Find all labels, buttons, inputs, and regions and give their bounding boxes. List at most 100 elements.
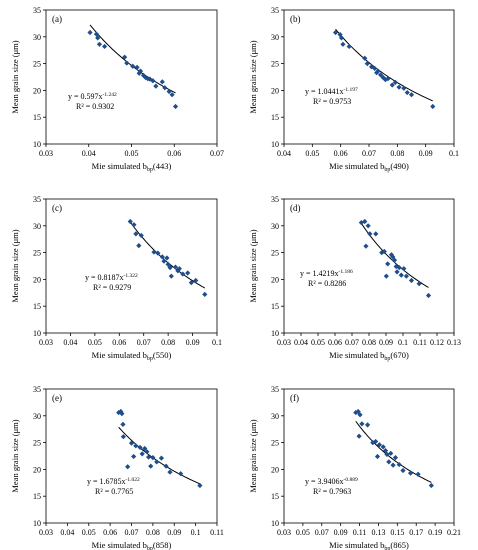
data-point bbox=[382, 77, 389, 83]
r-squared-label: R² = 0.9302 bbox=[76, 102, 114, 111]
data-point bbox=[120, 421, 126, 427]
y-tick-label: 10 bbox=[33, 329, 41, 338]
data-point bbox=[144, 449, 150, 455]
panel-tag: (e) bbox=[52, 393, 62, 403]
plot-area bbox=[283, 198, 455, 334]
data-point bbox=[357, 412, 363, 418]
data-point bbox=[169, 92, 175, 98]
data-point bbox=[172, 264, 179, 270]
y-tick-label: 10 bbox=[33, 519, 41, 528]
data-point bbox=[364, 61, 370, 67]
x-tick-label: 0.12 bbox=[430, 338, 444, 347]
data-point bbox=[403, 273, 409, 279]
data-point bbox=[142, 445, 148, 452]
chart-panel-1: 10 15 20 25 30 35 0.03 0.04 0.05 0.06 0.07 Mean gra… bbox=[10, 6, 224, 173]
data-point bbox=[384, 451, 390, 457]
data-point bbox=[372, 65, 378, 72]
y-tick-label: 10 bbox=[271, 140, 279, 149]
data-point bbox=[125, 464, 131, 470]
x-tick-label: 0.09 bbox=[334, 528, 348, 537]
data-point bbox=[95, 35, 101, 41]
chart-panel-5: 10 15 20 25 30 35 0.03 0.04 0.05 0.06 0.07 0.08 0.09… bbox=[10, 385, 224, 550]
x-tick-label: 0.09 bbox=[419, 149, 433, 158]
data-point bbox=[365, 223, 371, 229]
x-axis-label: Mie simulated bbp(858) bbox=[92, 540, 172, 550]
data-point bbox=[145, 76, 151, 82]
x-axis-label: Mie simulated bbp(490) bbox=[329, 161, 409, 173]
regression-equation: y = 1.0441x-1.197 bbox=[305, 87, 358, 96]
x-tick-label: 0.13 bbox=[371, 528, 385, 537]
y-axis-label: Mean grain size (μm) bbox=[248, 229, 258, 302]
y-tick-label: 10 bbox=[271, 519, 279, 528]
data-point bbox=[137, 68, 144, 74]
y-tick-label: 25 bbox=[33, 439, 41, 448]
data-point bbox=[163, 463, 169, 469]
data-point bbox=[401, 266, 407, 272]
data-point bbox=[428, 482, 434, 489]
data-point bbox=[430, 103, 436, 110]
y-tick-label: 30 bbox=[33, 33, 41, 42]
x-tick-label: 0.15 bbox=[390, 528, 404, 537]
data-point bbox=[150, 78, 156, 84]
data-point bbox=[362, 218, 368, 225]
data-point bbox=[394, 269, 400, 275]
y-axis-label: Mean grain size (μm) bbox=[248, 419, 258, 492]
fit-curve bbox=[335, 28, 433, 102]
data-point bbox=[159, 79, 165, 85]
data-point bbox=[175, 268, 181, 274]
x-tick-label: 0.07 bbox=[345, 338, 359, 347]
data-point bbox=[153, 83, 159, 89]
data-point bbox=[364, 422, 371, 428]
fit-curve bbox=[129, 221, 206, 289]
chart-panel-4: 10 15 20 25 30 35 0.03 0.04 0.05 0.06 0.07 0.08 0.09… bbox=[248, 195, 461, 362]
x-tick-label: 0.08 bbox=[390, 149, 404, 158]
x-tick-label: 0.21 bbox=[447, 528, 461, 537]
data-point bbox=[380, 444, 386, 450]
x-tick-label: 0.06 bbox=[334, 149, 348, 158]
x-tick-label: 0.04 bbox=[277, 149, 291, 158]
x-tick-label: 0.06 bbox=[103, 528, 117, 537]
data-point bbox=[127, 218, 133, 225]
y-tick-label: 25 bbox=[271, 60, 279, 69]
data-point bbox=[140, 72, 147, 78]
data-point bbox=[362, 55, 368, 61]
data-point bbox=[137, 444, 143, 451]
y-tick-label: 25 bbox=[271, 249, 279, 258]
fit-curve bbox=[118, 426, 201, 485]
y-tick-label: 10 bbox=[271, 329, 279, 338]
data-point bbox=[155, 250, 161, 256]
y-tick-label: 30 bbox=[33, 412, 41, 421]
data-point bbox=[340, 41, 346, 47]
y-tick-label: 35 bbox=[33, 6, 41, 15]
data-point bbox=[375, 68, 381, 74]
x-tick-label: 0.09 bbox=[167, 528, 181, 537]
data-point bbox=[131, 453, 137, 460]
regression-equation: y = 1.6785x-1.022 bbox=[87, 477, 140, 486]
data-point bbox=[390, 462, 396, 468]
y-tick-label: 20 bbox=[33, 86, 41, 95]
data-point bbox=[131, 222, 137, 228]
x-tick-label: 0.03 bbox=[39, 528, 53, 537]
x-tick-label: 0.05 bbox=[88, 338, 102, 347]
r-squared-label: R² = 0.9753 bbox=[313, 97, 351, 106]
regression-equation: y = 1.4219x-1.186 bbox=[300, 269, 353, 278]
x-tick-label: 0.09 bbox=[186, 338, 200, 347]
data-point bbox=[378, 72, 384, 78]
data-point bbox=[392, 79, 398, 85]
y-axis-label: Mean grain size (μm) bbox=[10, 229, 20, 302]
data-point bbox=[101, 43, 108, 50]
data-point bbox=[338, 35, 345, 41]
data-point bbox=[396, 461, 402, 468]
data-point bbox=[180, 271, 186, 277]
data-point bbox=[358, 219, 364, 226]
data-point bbox=[146, 454, 152, 460]
data-point bbox=[161, 258, 167, 264]
data-point bbox=[376, 442, 382, 448]
x-axis-label: Mie simulated bbp(670) bbox=[329, 350, 409, 362]
data-point bbox=[400, 467, 406, 474]
data-point bbox=[202, 291, 208, 298]
y-tick-label: 20 bbox=[271, 275, 279, 284]
data-point bbox=[374, 70, 380, 76]
fit-curve bbox=[360, 223, 429, 288]
